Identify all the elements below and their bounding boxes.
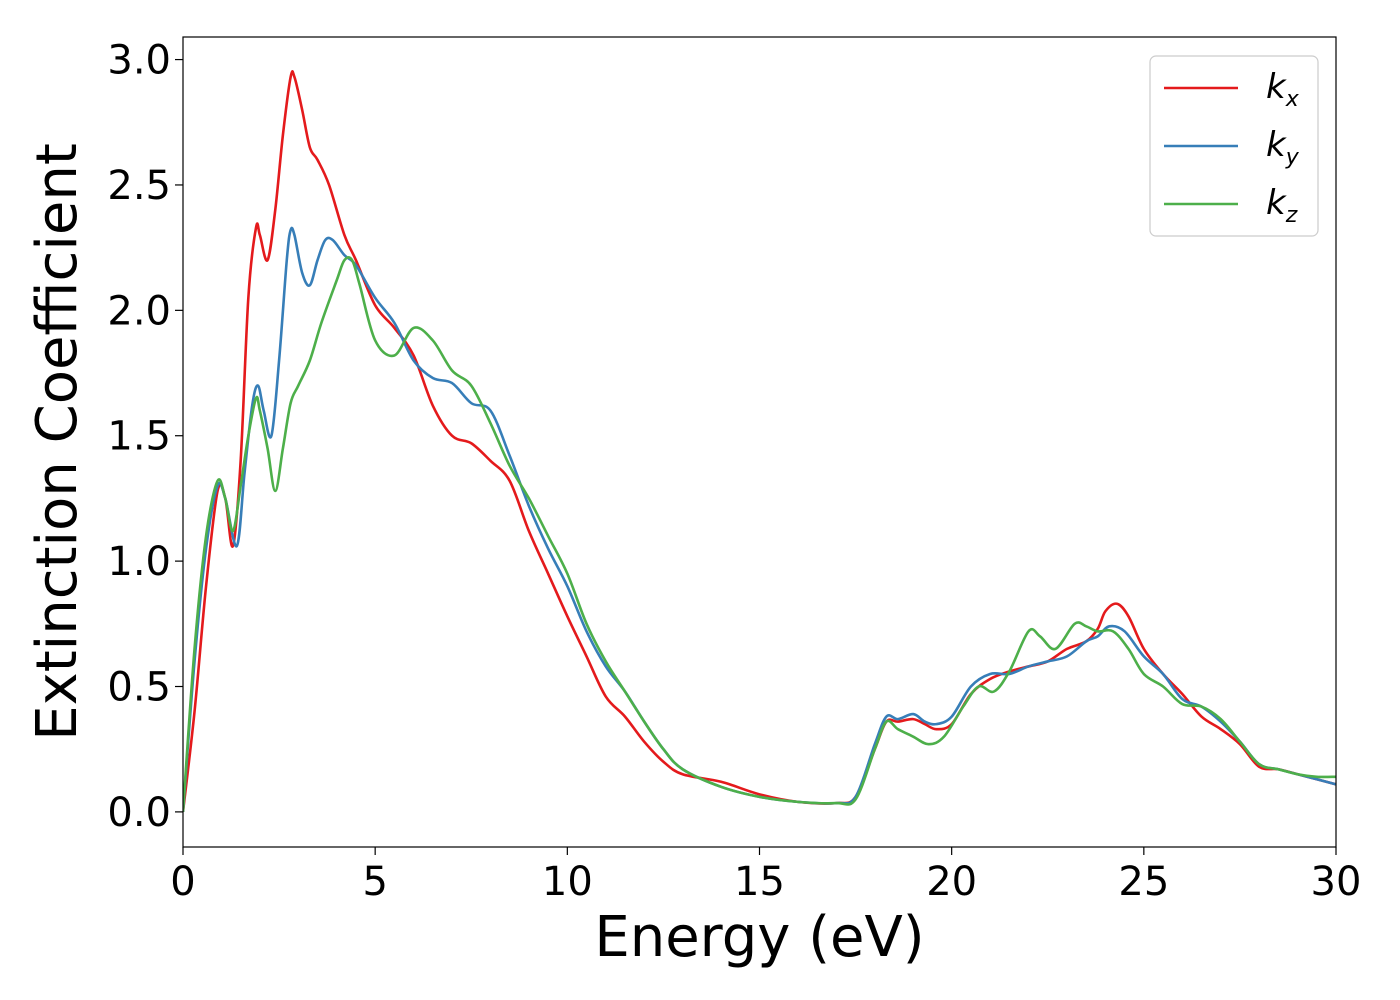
y-tick-label: 2.5 <box>107 163 171 209</box>
series-line-x <box>183 70 1336 813</box>
y-tick-label: 0.5 <box>107 665 171 711</box>
y-tick-label: 0.0 <box>107 790 171 836</box>
y-tick-label: 2.0 <box>107 288 171 334</box>
legend-label-y: ky <box>1266 125 1300 170</box>
y-tick-label: 1.5 <box>107 414 171 460</box>
x-tick-label: 5 <box>362 859 387 905</box>
x-tick-label: 10 <box>542 859 593 905</box>
x-tick-label: 30 <box>1311 859 1362 905</box>
x-axis: 0 5 10 15 20 25 30 <box>170 847 1361 905</box>
series-line-z <box>183 256 1336 812</box>
y-axis-label: Extinction Coefficient <box>25 143 90 741</box>
x-tick-label: 25 <box>1118 859 1169 905</box>
y-tick-label: 3.0 <box>107 38 171 84</box>
y-axis: 0.0 0.5 1.0 1.5 2.0 2.5 3.0 <box>107 38 183 836</box>
series-layer <box>183 70 1336 813</box>
legend: kx ky kz <box>1149 55 1319 237</box>
x-axis-label: Energy (eV) <box>594 905 924 970</box>
x-tick-label: 20 <box>926 859 977 905</box>
y-tick-label: 1.0 <box>107 539 171 585</box>
x-tick-label: 0 <box>170 859 195 905</box>
legend-label-x: kx <box>1266 67 1300 112</box>
legend-label-z: kz <box>1266 183 1298 228</box>
x-tick-label: 15 <box>734 859 785 905</box>
